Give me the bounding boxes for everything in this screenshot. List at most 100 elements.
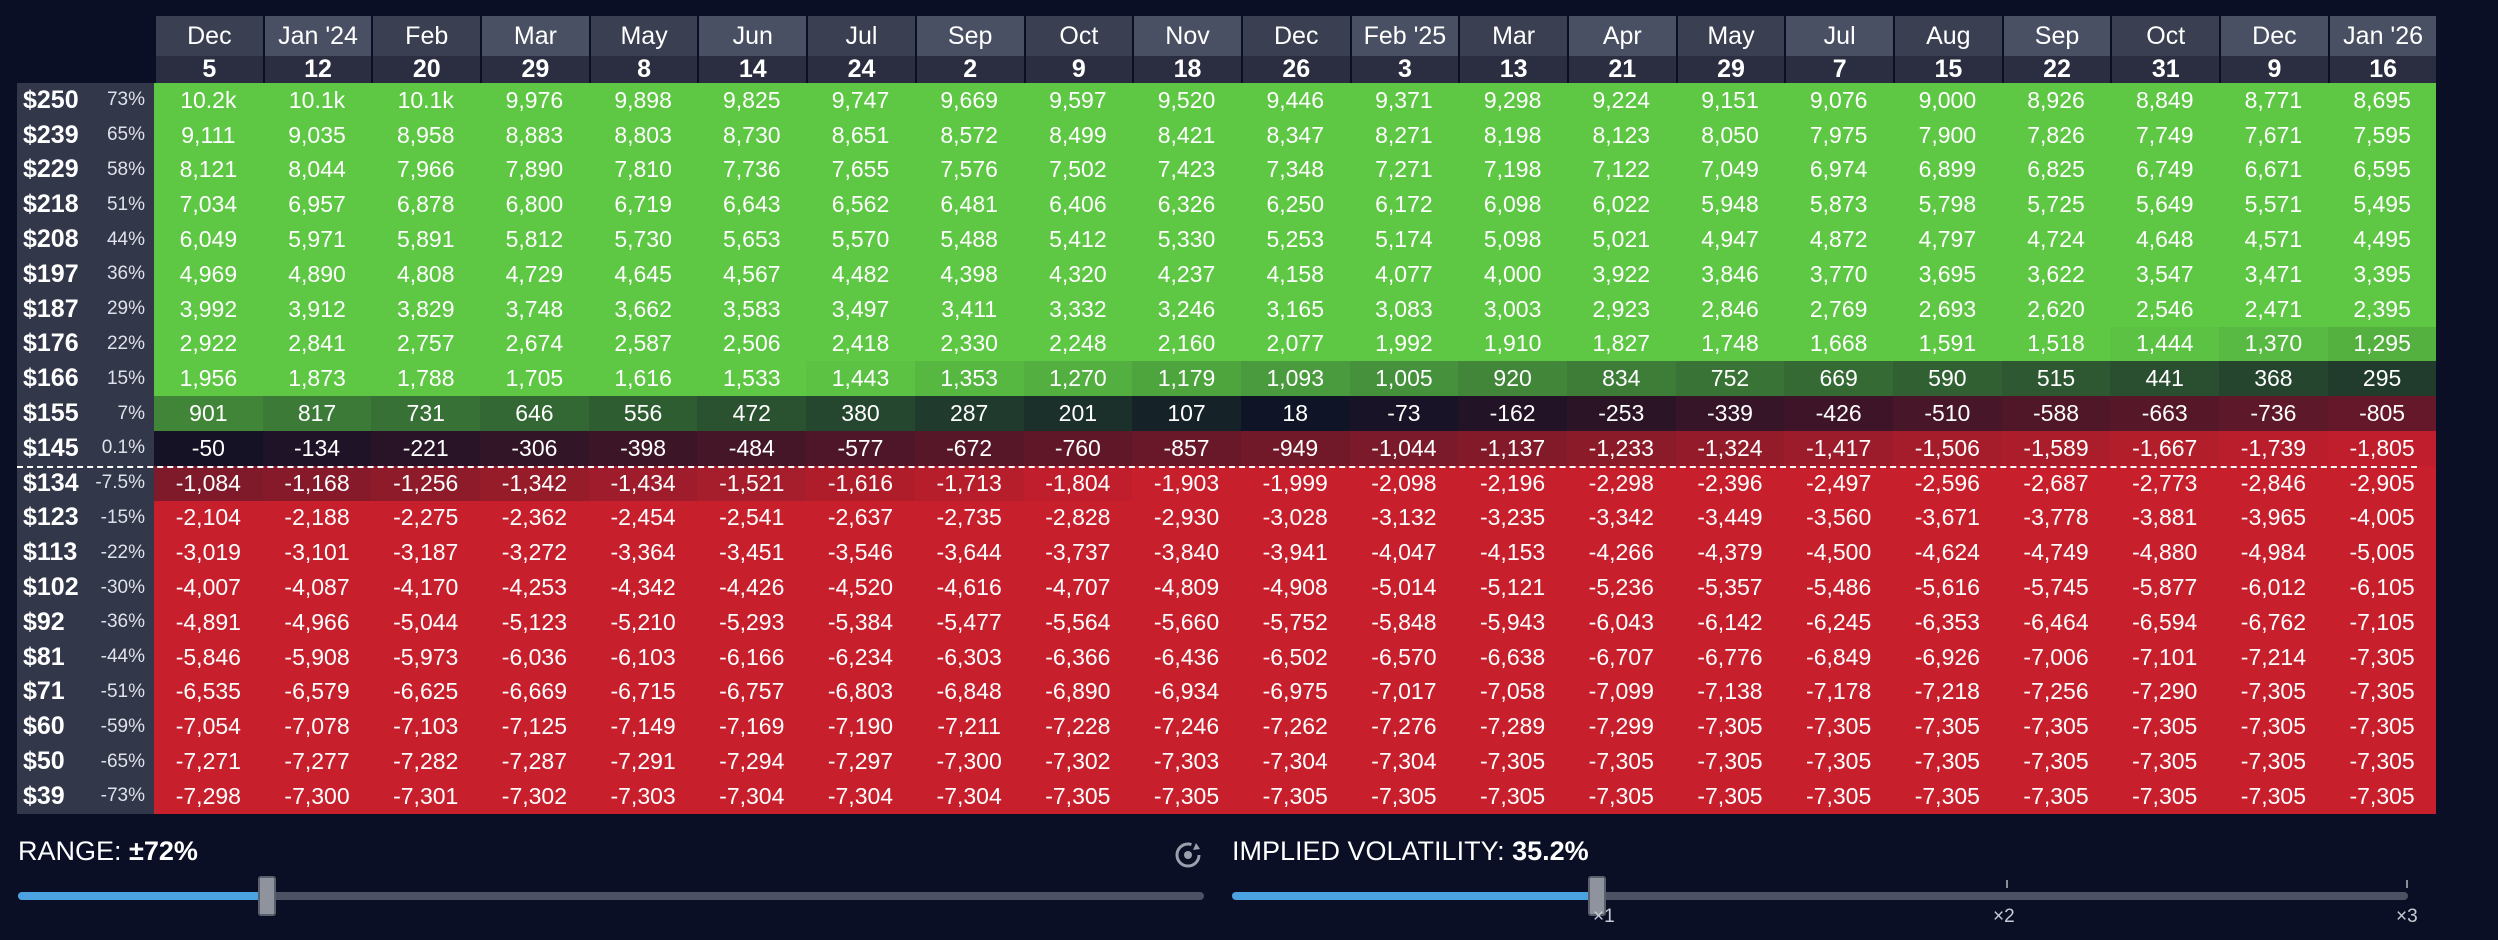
column-month[interactable]: Jun — [697, 16, 807, 56]
table-cell[interactable]: -7,299 — [1566, 709, 1676, 745]
table-cell[interactable]: -4,007 — [154, 570, 263, 605]
table-cell[interactable]: -6,625 — [371, 674, 481, 710]
table-cell[interactable]: 5,812 — [480, 222, 589, 257]
table-cell[interactable]: -7,149 — [588, 709, 698, 745]
table-cell[interactable]: -6,594 — [2110, 604, 2220, 640]
table-cell[interactable]: -7,305 — [1784, 778, 1893, 814]
table-cell[interactable]: 3,547 — [2110, 256, 2220, 292]
table-cell[interactable]: -6,715 — [588, 674, 698, 710]
table-cell[interactable]: 6,719 — [588, 187, 698, 223]
table-cell[interactable]: -3,019 — [154, 535, 263, 571]
column-month[interactable]: Jul — [1784, 16, 1893, 56]
column-day[interactable]: 13 — [1458, 55, 1567, 83]
table-cell[interactable]: 287 — [914, 396, 1024, 431]
table-cell[interactable]: 752 — [1675, 361, 1785, 397]
table-cell[interactable]: 1,873 — [262, 361, 372, 397]
table-cell[interactable]: 2,693 — [1893, 291, 2002, 327]
table-cell[interactable]: 1,668 — [1784, 326, 1893, 362]
table-cell[interactable]: -2,905 — [2327, 465, 2437, 501]
table-cell[interactable]: -6,366 — [1023, 639, 1133, 675]
table-cell[interactable]: -1,137 — [1458, 430, 1567, 466]
table-cell[interactable]: 4,648 — [2110, 222, 2220, 257]
table-cell[interactable]: 2,757 — [371, 326, 481, 362]
table-cell[interactable]: -4,342 — [588, 570, 698, 605]
table-cell[interactable]: 5,730 — [588, 222, 698, 257]
column-day[interactable]: 3 — [1349, 55, 1459, 83]
table-cell[interactable]: 9,298 — [1458, 83, 1567, 118]
table-cell[interactable]: 4,567 — [697, 256, 807, 292]
table-cell[interactable]: 6,250 — [1240, 187, 1350, 223]
table-cell[interactable]: -7,305 — [2219, 709, 2328, 745]
column-month[interactable]: Dec — [154, 16, 263, 56]
table-cell[interactable]: 4,495 — [2327, 222, 2437, 257]
table-cell[interactable]: -7,305 — [2219, 744, 2328, 779]
table-cell[interactable]: -7,178 — [1784, 674, 1893, 710]
column-day[interactable]: 16 — [2327, 55, 2437, 83]
column-month[interactable]: Oct — [1023, 16, 1133, 56]
table-cell[interactable]: -3,941 — [1240, 535, 1350, 571]
table-cell[interactable]: -1,256 — [371, 465, 481, 501]
table-cell[interactable]: -2,596 — [1893, 465, 2002, 501]
table-cell[interactable]: -6,353 — [1893, 604, 2002, 640]
table-cell[interactable]: 7,655 — [806, 152, 915, 188]
table-cell[interactable]: -5,293 — [697, 604, 807, 640]
table-cell[interactable]: 10.2k — [154, 83, 263, 118]
table-cell[interactable]: -1,044 — [1349, 430, 1459, 466]
table-cell[interactable]: -3,881 — [2110, 500, 2220, 536]
column-day[interactable]: 29 — [480, 55, 589, 83]
table-cell[interactable]: 10.1k — [371, 83, 481, 118]
table-cell[interactable]: 3,003 — [1458, 291, 1567, 327]
table-cell[interactable]: 3,395 — [2327, 256, 2437, 292]
table-cell[interactable]: 7,595 — [2327, 117, 2437, 153]
table-cell[interactable]: -6,848 — [914, 674, 1024, 710]
table-cell[interactable]: -6,975 — [1240, 674, 1350, 710]
table-cell[interactable]: 10.1k — [262, 83, 372, 118]
table-cell[interactable]: 4,158 — [1240, 256, 1350, 292]
table-cell[interactable]: 2,846 — [1675, 291, 1785, 327]
table-cell[interactable]: -7,291 — [588, 744, 698, 779]
column-day[interactable]: 20 — [371, 55, 481, 83]
table-cell[interactable]: -6,803 — [806, 674, 915, 710]
table-cell[interactable]: 1,591 — [1893, 326, 2002, 362]
table-cell[interactable]: 7,975 — [1784, 117, 1893, 153]
table-cell[interactable]: -2,188 — [262, 500, 372, 536]
table-cell[interactable]: 7,890 — [480, 152, 589, 188]
table-cell[interactable]: -3,449 — [1675, 500, 1785, 536]
table-cell[interactable]: 8,730 — [697, 117, 807, 153]
table-cell[interactable]: -4,749 — [2001, 535, 2111, 571]
table-cell[interactable]: -7,271 — [154, 744, 263, 779]
table-cell[interactable]: -4,809 — [1132, 570, 1241, 605]
table-cell[interactable]: -3,965 — [2219, 500, 2328, 536]
table-cell[interactable]: -3,671 — [1893, 500, 2002, 536]
table-cell[interactable]: 6,326 — [1132, 187, 1241, 223]
table-cell[interactable]: 9,520 — [1132, 83, 1241, 118]
table-cell[interactable]: 3,992 — [154, 291, 263, 327]
table-cell[interactable]: -7,078 — [262, 709, 372, 745]
table-cell[interactable]: -7,305 — [2327, 778, 2437, 814]
table-cell[interactable]: -4,707 — [1023, 570, 1133, 605]
table-cell[interactable]: 2,674 — [480, 326, 589, 362]
table-cell[interactable]: 18 — [1240, 396, 1350, 431]
table-cell[interactable]: 7,034 — [154, 187, 263, 223]
table-cell[interactable]: 7,198 — [1458, 152, 1567, 188]
table-cell[interactable]: -3,028 — [1240, 500, 1350, 536]
table-cell[interactable]: -1,506 — [1893, 430, 2002, 466]
table-cell[interactable]: 6,749 — [2110, 152, 2220, 188]
table-cell[interactable]: -2,930 — [1132, 500, 1241, 536]
table-cell[interactable]: 9,976 — [480, 83, 589, 118]
table-cell[interactable]: -5,908 — [262, 639, 372, 675]
column-month[interactable]: May — [588, 16, 698, 56]
table-cell[interactable]: 6,049 — [154, 222, 263, 257]
iv-slider[interactable] — [1232, 892, 2408, 900]
table-cell[interactable]: -1,521 — [697, 465, 807, 501]
table-cell[interactable]: 590 — [1893, 361, 2002, 397]
table-cell[interactable]: 5,873 — [1784, 187, 1893, 223]
table-cell[interactable]: -577 — [806, 430, 915, 466]
table-cell[interactable]: -4,379 — [1675, 535, 1785, 571]
table-cell[interactable]: 2,471 — [2219, 291, 2328, 327]
column-day[interactable]: 29 — [1675, 55, 1785, 83]
table-cell[interactable]: -7,305 — [1675, 744, 1785, 779]
column-day[interactable]: 2 — [914, 55, 1024, 83]
table-cell[interactable]: -6,638 — [1458, 639, 1567, 675]
table-cell[interactable]: -6,669 — [480, 674, 589, 710]
